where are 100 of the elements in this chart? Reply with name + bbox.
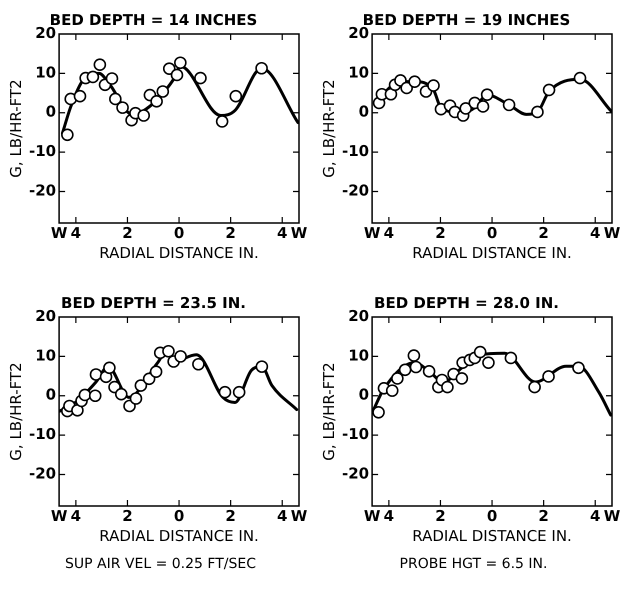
point bbox=[256, 360, 268, 373]
point bbox=[232, 386, 246, 399]
x-tick-label: 2 bbox=[538, 506, 549, 525]
point bbox=[476, 100, 490, 113]
y-tick-label: 10 bbox=[348, 346, 370, 364]
point bbox=[574, 72, 586, 84]
x-tick-label: 2 bbox=[435, 224, 446, 242]
y-tick-label: 20 bbox=[35, 306, 56, 325]
y-tick-label: 20 bbox=[348, 306, 370, 325]
y-tick-label: -20 bbox=[28, 181, 56, 200]
point bbox=[459, 102, 472, 115]
y-tick-label: -10 bbox=[342, 142, 370, 160]
point bbox=[384, 88, 398, 101]
y-tick-label: 10 bbox=[348, 63, 370, 82]
x-axis-title: RADIAL DISTANCE IN. bbox=[99, 244, 259, 262]
point bbox=[109, 92, 122, 106]
x-tick-label: W bbox=[290, 224, 308, 242]
point bbox=[372, 406, 385, 419]
x-tick-label: W bbox=[364, 224, 381, 242]
x-tick-label: W bbox=[50, 224, 68, 242]
x-tick-label: 0 bbox=[486, 506, 498, 525]
point bbox=[422, 365, 436, 378]
chart-title: BED DEPTH = 23.5 IN. bbox=[61, 294, 246, 312]
x-tick-label: 4 bbox=[384, 224, 394, 242]
point bbox=[542, 84, 556, 96]
y-tick-label: 0 bbox=[46, 386, 56, 404]
point bbox=[116, 101, 129, 114]
point bbox=[255, 62, 268, 75]
x-axis-title: RADIAL DISTANCE IN. bbox=[412, 244, 572, 262]
y-axis-title: G, LB/HR-FT2 bbox=[6, 79, 25, 178]
x-tick-label: 4 bbox=[384, 506, 394, 525]
x-axis-title: RADIAL DISTANCE IN. bbox=[99, 526, 259, 545]
point bbox=[441, 380, 454, 394]
text: PROBE HGT = 6.5 IN. bbox=[400, 556, 548, 572]
x-tick-label: 4 bbox=[590, 224, 600, 242]
chart-title: BED DEPTH = 28.0 IN. bbox=[374, 294, 559, 312]
point bbox=[528, 380, 541, 394]
x-tick-label: 2 bbox=[122, 224, 133, 242]
x-tick-label: 4 bbox=[590, 506, 600, 525]
point bbox=[391, 372, 404, 385]
y-tick-label: 0 bbox=[46, 102, 56, 121]
point bbox=[502, 98, 516, 112]
point bbox=[170, 68, 184, 82]
point bbox=[123, 400, 136, 412]
point bbox=[90, 368, 102, 381]
point bbox=[474, 346, 486, 358]
x-tick-label: 4 bbox=[70, 506, 82, 525]
point bbox=[192, 358, 205, 371]
x-axis-title: RADIAL DISTANCE IN. bbox=[412, 526, 572, 545]
y-tick-label: 0 bbox=[358, 386, 370, 404]
x-tick-label: 2 bbox=[225, 506, 236, 525]
point bbox=[531, 106, 544, 118]
point bbox=[71, 404, 84, 417]
y-tick-label: -20 bbox=[28, 464, 56, 482]
y-tick-label: -10 bbox=[342, 425, 370, 444]
y-tick-label: -10 bbox=[28, 142, 56, 160]
point bbox=[150, 95, 163, 108]
x-tick-label: 2 bbox=[122, 506, 133, 525]
point bbox=[386, 384, 399, 397]
point bbox=[400, 82, 413, 94]
x-tick-label: 0 bbox=[174, 224, 184, 242]
y-tick-label: -10 bbox=[28, 425, 56, 444]
point bbox=[78, 388, 92, 402]
point bbox=[408, 349, 420, 362]
x-tick-label: 2 bbox=[435, 506, 446, 525]
point bbox=[504, 352, 518, 364]
y-axis-title: G, LB/HR-FT2 bbox=[320, 362, 338, 461]
x-tick-label: 4 bbox=[70, 224, 82, 242]
y-tick-label: -20 bbox=[342, 181, 370, 200]
point bbox=[103, 361, 116, 374]
point bbox=[216, 115, 228, 128]
point bbox=[427, 79, 440, 92]
y-tick-label: -20 bbox=[342, 464, 370, 482]
point bbox=[61, 128, 74, 142]
x-tick-label: W bbox=[290, 506, 308, 525]
point bbox=[230, 90, 242, 103]
point bbox=[218, 386, 232, 399]
point bbox=[106, 72, 118, 85]
point bbox=[114, 388, 128, 400]
x-tick-label: W bbox=[604, 224, 621, 242]
y-tick-label: 0 bbox=[358, 102, 370, 121]
x-tick-label: 0 bbox=[174, 506, 184, 525]
x-tick-label: W bbox=[364, 506, 381, 525]
x-tick-label: 2 bbox=[225, 224, 236, 242]
x-tick-label: 2 bbox=[538, 224, 549, 242]
point bbox=[194, 72, 207, 84]
y-axis-title: G, LB/HR-FT2 bbox=[320, 79, 338, 178]
point bbox=[480, 88, 494, 101]
y-tick-label: 10 bbox=[35, 63, 56, 82]
text: SUP AIR VEL = 0.25 FT/SEC bbox=[65, 556, 256, 572]
point bbox=[456, 372, 468, 385]
point bbox=[86, 70, 100, 84]
point bbox=[410, 360, 422, 374]
x-tick-label: 4 bbox=[277, 506, 288, 525]
point bbox=[156, 85, 170, 98]
x-tick-label: W bbox=[50, 506, 68, 525]
y-tick-label: 20 bbox=[348, 24, 370, 42]
point bbox=[74, 90, 86, 103]
point bbox=[134, 379, 148, 392]
y-tick-label: 10 bbox=[35, 346, 56, 364]
